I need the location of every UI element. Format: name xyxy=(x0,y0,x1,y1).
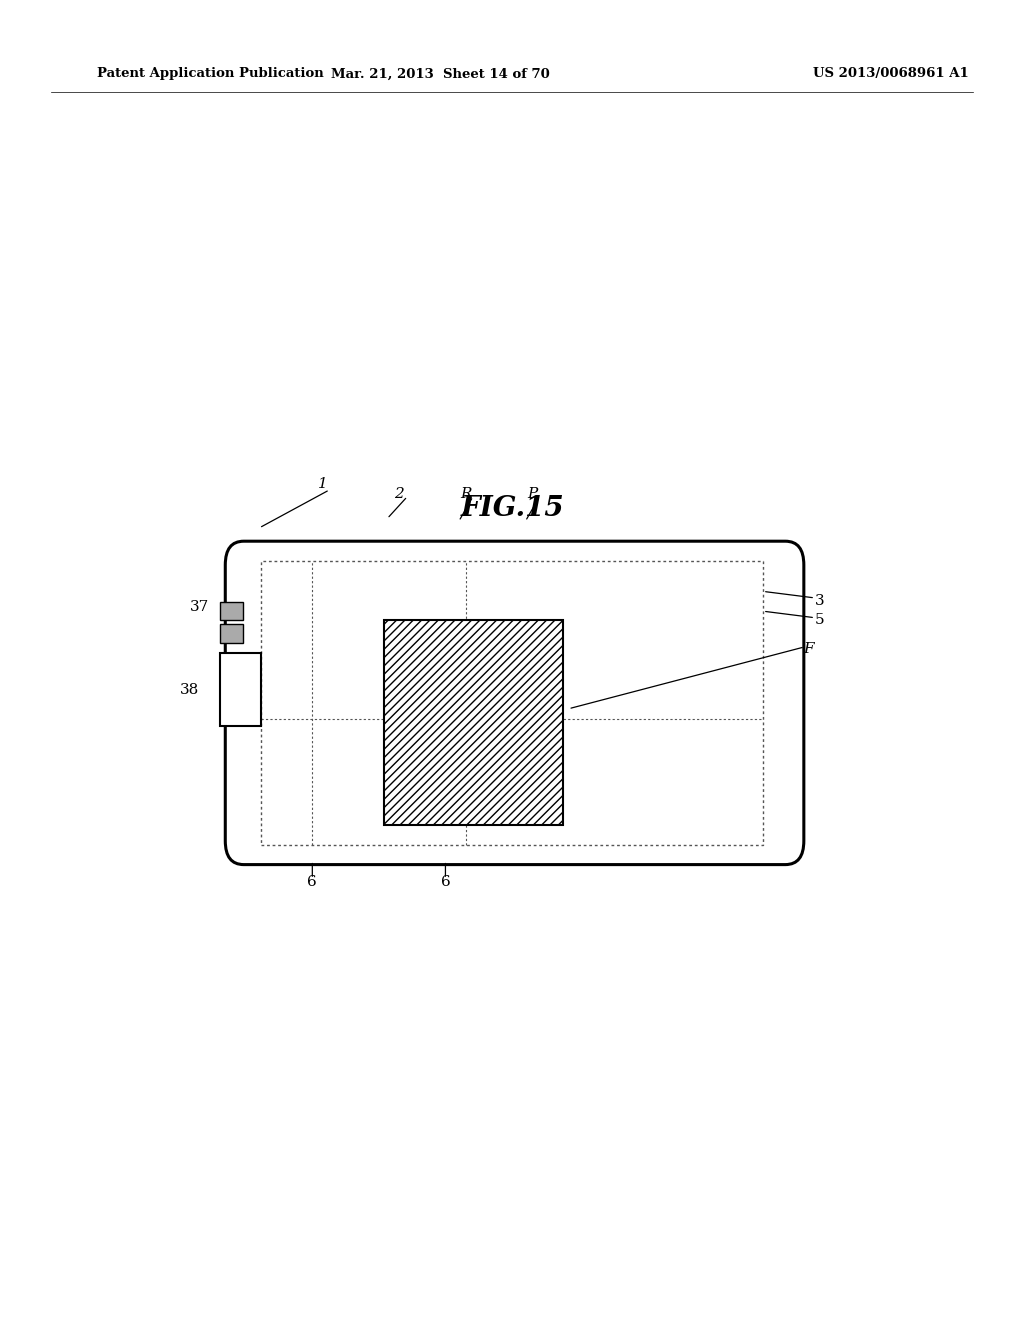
Text: 2: 2 xyxy=(394,487,404,500)
Text: 3: 3 xyxy=(814,594,824,607)
Bar xyxy=(261,561,763,845)
Text: 1: 1 xyxy=(317,478,328,491)
Text: US 2013/0068961 A1: US 2013/0068961 A1 xyxy=(813,67,969,81)
Text: FIG.15: FIG.15 xyxy=(460,495,564,521)
Bar xyxy=(220,602,243,620)
Text: Mar. 21, 2013  Sheet 14 of 70: Mar. 21, 2013 Sheet 14 of 70 xyxy=(331,67,550,81)
Bar xyxy=(220,624,243,643)
Text: Patent Application Publication: Patent Application Publication xyxy=(97,67,324,81)
Text: 6: 6 xyxy=(440,875,451,888)
Text: F: F xyxy=(804,643,814,656)
Text: 37: 37 xyxy=(190,601,209,614)
Text: 38: 38 xyxy=(180,684,199,697)
Text: R: R xyxy=(460,487,472,500)
Bar xyxy=(220,653,261,726)
Text: P: P xyxy=(527,487,538,500)
Text: 6: 6 xyxy=(307,875,317,888)
FancyBboxPatch shape xyxy=(225,541,804,865)
Text: 5: 5 xyxy=(814,614,824,627)
Bar xyxy=(384,620,563,825)
